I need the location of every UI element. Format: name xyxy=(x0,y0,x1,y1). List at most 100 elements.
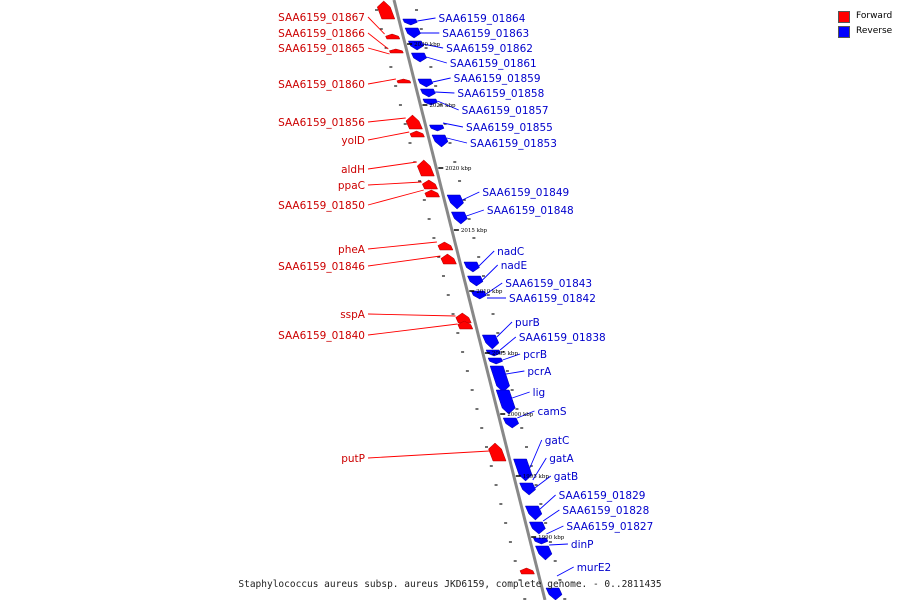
forward-gene-glyph xyxy=(424,189,440,198)
scale-labels: 2030 kbp 2025 kbp 2020 kbp 2015 kbp 2010 kbp… xyxy=(407,42,565,541)
forward-gene-label: aldH xyxy=(341,164,365,176)
reverse-swatch xyxy=(838,25,850,38)
forward-gene-label: SAA6159_01850 xyxy=(278,200,365,212)
reverse-gene-label: pcrA xyxy=(527,366,552,378)
forward-leader xyxy=(367,189,424,206)
forward-gene-label: SAA6159_01840 xyxy=(278,330,365,342)
reverse-gene-label: dinP xyxy=(571,539,594,551)
reverse-gene-glyph xyxy=(519,482,536,496)
scale-label: 2015 kbp xyxy=(461,228,488,234)
scale-label: 2005 kbp xyxy=(492,351,519,357)
map-caption: Staphylococcus aureus subsp. aureus JKD6… xyxy=(238,579,662,590)
reverse-gene-label: SAA6159_01857 xyxy=(462,105,549,117)
reverse-gene-glyph xyxy=(446,194,464,210)
reverse-leader xyxy=(466,209,485,217)
reverse-gene-glyph xyxy=(463,261,480,273)
forward-leader xyxy=(367,32,389,50)
reverse-gene-glyph xyxy=(489,365,510,393)
forward-gene-glyph xyxy=(437,241,454,251)
strand-legend: Forward Reverse xyxy=(838,9,892,39)
forward-gene-label: putP xyxy=(341,453,365,465)
reverse-leader xyxy=(502,353,521,361)
reverse-gene-glyph xyxy=(495,389,516,415)
reverse-gene-glyph xyxy=(535,545,553,561)
scale-label: 2030 kbp xyxy=(414,42,441,48)
reverse-gene-label: SAA6159_01828 xyxy=(562,505,649,517)
gene-features xyxy=(376,0,563,600)
scale-label: 1990 kbp xyxy=(538,535,565,541)
reverse-gene-label: gatA xyxy=(549,453,574,465)
forward-gene-glyph xyxy=(440,253,457,265)
reverse-gene-label: SAA6159_01863 xyxy=(442,28,529,40)
legend-forward-label: Forward xyxy=(856,11,893,21)
reverse-leader xyxy=(529,439,543,469)
reverse-leader xyxy=(485,282,503,295)
forward-leader xyxy=(367,313,456,317)
reverse-gene-glyph xyxy=(502,417,520,429)
reverse-gene-glyph xyxy=(470,290,487,300)
reverse-leader xyxy=(546,525,564,535)
reverse-gene-label: SAA6159_01827 xyxy=(566,521,653,533)
reverse-gene-label: gatC xyxy=(545,435,570,447)
reverse-gene-label: SAA6159_01858 xyxy=(457,88,544,100)
forward-leader xyxy=(367,323,458,336)
reverse-leader xyxy=(446,137,468,144)
reverse-leader xyxy=(539,494,556,510)
reverse-leader xyxy=(496,321,513,338)
genome-backbone xyxy=(392,0,547,600)
reverse-gene-label: SAA6159_01838 xyxy=(519,332,606,344)
forward-gene-label: SAA6159_01865 xyxy=(278,43,365,55)
scale-label: 2025 kbp xyxy=(429,103,456,109)
reverse-leader xyxy=(422,43,444,49)
reverse-leader xyxy=(499,336,517,351)
reverse-gene-glyph xyxy=(528,521,546,535)
reverse-leader xyxy=(442,122,464,128)
forward-gene-glyph xyxy=(396,78,412,84)
reverse-leader xyxy=(417,17,436,22)
reverse-gene-label: SAA6159_01843 xyxy=(505,278,592,290)
reverse-leader xyxy=(426,56,447,64)
reverse-gene-glyph xyxy=(417,78,434,88)
label-leaders xyxy=(367,16,574,577)
reverse-gene-glyph xyxy=(545,587,563,600)
forward-leader xyxy=(367,78,396,85)
reverse-leader xyxy=(534,475,552,489)
forward-gene-glyph xyxy=(409,130,425,138)
forward-gene-glyph xyxy=(421,179,438,190)
forward-gene-label: sspA xyxy=(340,309,366,321)
forward-leader xyxy=(367,181,422,186)
reverse-gene-label: pcrB xyxy=(523,349,547,361)
reverse-leader xyxy=(435,91,455,94)
legend-reverse: Reverse xyxy=(838,24,892,39)
reverse-gene-label: SAA6159_01829 xyxy=(559,490,646,502)
reverse-gene-glyph xyxy=(524,505,543,521)
reverse-gene-glyph xyxy=(410,52,427,63)
forward-leader xyxy=(367,255,441,267)
reverse-gene-label: SAA6159_01848 xyxy=(487,205,574,217)
reverse-gene-label: SAA6159_01861 xyxy=(450,58,537,70)
forward-gene-label: SAA6159_01867 xyxy=(278,12,365,24)
reverse-gene-glyph xyxy=(481,334,500,350)
reverse-gene-label: SAA6159_01855 xyxy=(466,122,553,134)
reverse-gene-glyph xyxy=(431,134,449,148)
reverse-leader xyxy=(437,100,459,111)
reverse-leader xyxy=(462,191,480,201)
forward-leader xyxy=(367,161,417,170)
legend-reverse-label: Reverse xyxy=(856,26,893,36)
forward-gene-label: pheA xyxy=(338,244,366,256)
reverse-gene-glyph xyxy=(429,124,445,132)
reverse-leader xyxy=(517,410,535,419)
reverse-gene-label: nadE xyxy=(501,260,527,272)
reverse-gene-glyph xyxy=(420,88,436,98)
reverse-gene-label: lig xyxy=(533,387,546,399)
reverse-leader xyxy=(542,509,560,522)
gene-labels: SAA6159_01867 SAA6159_01866 SAA6159_01865 S… xyxy=(278,12,653,574)
forward-gene-label: SAA6159_01860 xyxy=(278,79,365,91)
reverse-gene-label: SAA6159_01853 xyxy=(470,138,557,150)
legend-forward: Forward xyxy=(838,9,892,24)
forward-gene-label: SAA6159_01856 xyxy=(278,117,365,129)
reverse-gene-label: purB xyxy=(515,317,540,329)
forward-leader xyxy=(367,450,490,459)
reverse-gene-label: nadC xyxy=(497,246,524,258)
